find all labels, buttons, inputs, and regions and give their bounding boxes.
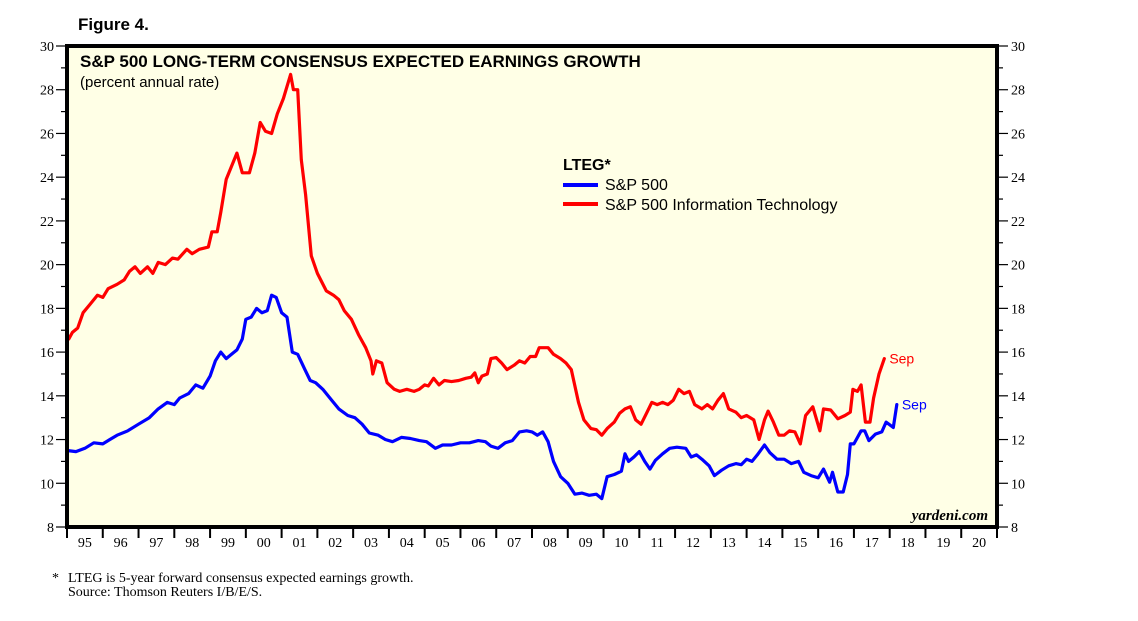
series-layer: Sep Sep — [65, 72, 927, 501]
y-tick-label-right: 8 — [1011, 521, 1018, 536]
x-tick-label: 11 — [650, 536, 663, 551]
end-label-sp500-it: Sep — [889, 351, 914, 367]
x-tick-label: 95 — [78, 536, 92, 551]
y-tick-label-right: 14 — [1011, 390, 1025, 405]
x-tick-label: 96 — [114, 536, 128, 551]
plot-area — [67, 46, 997, 527]
x-tick-label: 10 — [614, 536, 628, 551]
y-tick-label-left: 24 — [40, 171, 54, 186]
chart-title: S&P 500 LONG-TERM CONSENSUS EXPECTED EAR… — [80, 52, 641, 71]
y-tick-label-left: 30 — [40, 40, 54, 55]
footnote-line-1: LTEG is 5-year forward consensus expecte… — [68, 571, 414, 586]
y-tick-label-right: 20 — [1011, 259, 1025, 274]
figure-label: Figure 4. — [78, 15, 149, 34]
x-tick-label: 09 — [579, 536, 593, 551]
x-tick-label: 17 — [865, 536, 879, 551]
chart-subtitle: (percent annual rate) — [80, 74, 219, 91]
x-tick-label: 13 — [722, 536, 736, 551]
y-tick-label-right: 26 — [1011, 127, 1025, 142]
y-tick-label-left: 10 — [40, 477, 54, 492]
x-tick-label: 05 — [436, 536, 450, 551]
x-tick-label: 01 — [293, 536, 307, 551]
y-tick-label-right: 10 — [1011, 477, 1025, 492]
y-tick-label-left: 20 — [40, 259, 54, 274]
x-tick-label: 98 — [185, 536, 199, 551]
x-tick-label: 16 — [829, 536, 843, 551]
series-line-sp500-it — [67, 72, 886, 446]
legend-label-sp500-it: S&P 500 Information Technology — [605, 197, 837, 214]
x-tick-label: 14 — [758, 536, 772, 551]
y-tick-label-left: 12 — [40, 434, 54, 449]
y-tick-label-right: 28 — [1011, 84, 1025, 99]
y-tick-label-right: 22 — [1011, 215, 1025, 230]
y-axis-left: 8 10 12 14 16 18 20 22 24 26 28 30 — [40, 40, 67, 536]
series-line-sp500 — [65, 293, 899, 501]
legend-title: LTEG* — [563, 157, 611, 174]
y-tick-label-right: 16 — [1011, 346, 1025, 361]
x-tick-label: 18 — [901, 536, 915, 551]
footnote: * LTEG is 5-year forward consensus expec… — [52, 571, 414, 600]
x-tick-label: 00 — [257, 536, 271, 551]
y-tick-label-right: 24 — [1011, 171, 1025, 186]
footnote-source: Source: Thomson Reuters I/B/E/S. — [68, 585, 262, 600]
y-tick-label-left: 8 — [47, 521, 54, 536]
x-tick-label: 06 — [471, 536, 485, 551]
y-tick-label-left: 22 — [40, 215, 54, 230]
x-tick-label: 08 — [543, 536, 557, 551]
x-tick-label: 03 — [364, 536, 378, 551]
plot-frame — [65, 44, 999, 529]
watermark: yardeni.com — [910, 508, 988, 524]
y-tick-label-right: 18 — [1011, 302, 1025, 317]
y-tick-label-left: 14 — [40, 390, 54, 405]
legend-label-sp500: S&P 500 — [605, 177, 668, 194]
legend: LTEG* S&P 500 S&P 500 Information Techno… — [563, 157, 837, 214]
x-tick-label: 12 — [686, 536, 700, 551]
y-axis-right: 8 10 12 14 16 18 20 22 24 26 28 30 — [997, 40, 1025, 536]
y-tick-label-left: 26 — [40, 127, 54, 142]
x-tick-label: 02 — [328, 536, 342, 551]
y-tick-label-left: 28 — [40, 84, 54, 99]
x-tick-label: 97 — [149, 536, 163, 551]
x-tick-label: 19 — [936, 536, 950, 551]
y-tick-label-right: 12 — [1011, 434, 1025, 449]
x-tick-label: 15 — [793, 536, 807, 551]
y-tick-label-left: 16 — [40, 346, 54, 361]
footnote-marker: * — [52, 571, 59, 586]
x-tick-label: 99 — [221, 536, 235, 551]
x-tick-label: 07 — [507, 536, 521, 551]
end-label-sp500: Sep — [902, 397, 927, 413]
x-tick-label: 20 — [972, 536, 986, 551]
y-tick-label-right: 30 — [1011, 40, 1025, 55]
x-tick-label: 04 — [400, 536, 414, 551]
y-tick-label-left: 18 — [40, 302, 54, 317]
x-axis: 95 96 97 98 99 00 01 02 03 04 05 06 07 08 09 10 11 12 13 14… — [66, 527, 998, 551]
